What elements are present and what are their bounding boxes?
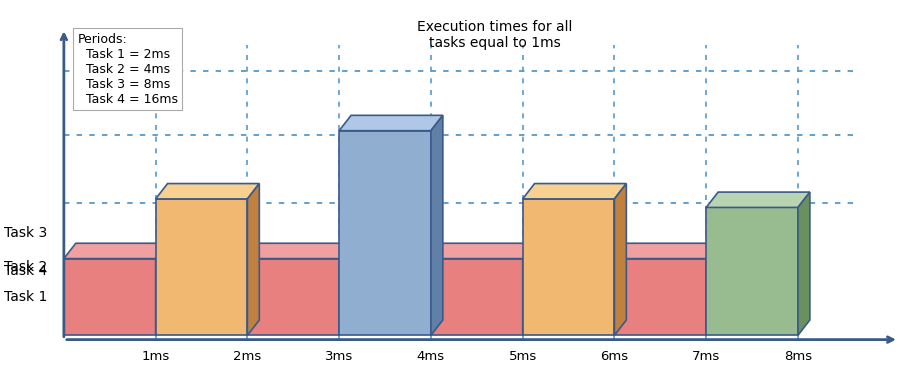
Polygon shape	[430, 115, 442, 335]
Text: Periods:
  Task 1 = 2ms
  Task 2 = 4ms
  Task 3 = 8ms
  Task 4 = 16ms: Periods: Task 1 = 2ms Task 2 = 4ms Task …	[77, 33, 177, 106]
Text: Task 4: Task 4	[4, 264, 47, 279]
Polygon shape	[339, 243, 351, 335]
Text: 3ms: 3ms	[324, 350, 353, 363]
Polygon shape	[614, 259, 706, 335]
Polygon shape	[155, 199, 247, 335]
Text: 8ms: 8ms	[783, 350, 811, 363]
Polygon shape	[522, 243, 534, 335]
Text: 4ms: 4ms	[416, 350, 445, 363]
Text: 6ms: 6ms	[600, 350, 628, 363]
Text: Execution times for all
tasks equal to 1ms: Execution times for all tasks equal to 1…	[417, 20, 573, 50]
Polygon shape	[155, 184, 259, 199]
Polygon shape	[339, 131, 430, 335]
Polygon shape	[247, 259, 339, 335]
Text: 7ms: 7ms	[691, 350, 720, 363]
Polygon shape	[706, 207, 797, 335]
Polygon shape	[430, 259, 522, 335]
Polygon shape	[706, 192, 809, 207]
Polygon shape	[522, 184, 626, 199]
Polygon shape	[247, 184, 259, 335]
Text: 5ms: 5ms	[508, 350, 536, 363]
Polygon shape	[797, 192, 809, 335]
Polygon shape	[155, 243, 167, 335]
Text: 1ms: 1ms	[142, 350, 170, 363]
Text: Task 2: Task 2	[4, 260, 47, 274]
Text: Task 1: Task 1	[4, 290, 47, 304]
Polygon shape	[614, 243, 718, 259]
Polygon shape	[522, 199, 614, 335]
Polygon shape	[706, 243, 718, 335]
Polygon shape	[63, 243, 167, 259]
Polygon shape	[614, 184, 626, 335]
Polygon shape	[339, 115, 442, 131]
Polygon shape	[430, 243, 534, 259]
Text: Task 3: Task 3	[4, 226, 47, 240]
Polygon shape	[247, 243, 351, 259]
Text: 2ms: 2ms	[233, 350, 261, 363]
Polygon shape	[63, 259, 155, 335]
